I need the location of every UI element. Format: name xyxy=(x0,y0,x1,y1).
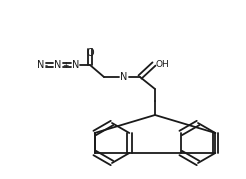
Text: +: + xyxy=(62,61,68,70)
Text: -: - xyxy=(45,61,48,70)
Text: N: N xyxy=(120,72,128,82)
Text: N: N xyxy=(37,60,45,70)
Text: OH: OH xyxy=(156,59,170,69)
Text: O: O xyxy=(86,48,94,58)
Text: N: N xyxy=(54,60,62,70)
Text: N: N xyxy=(72,60,80,70)
